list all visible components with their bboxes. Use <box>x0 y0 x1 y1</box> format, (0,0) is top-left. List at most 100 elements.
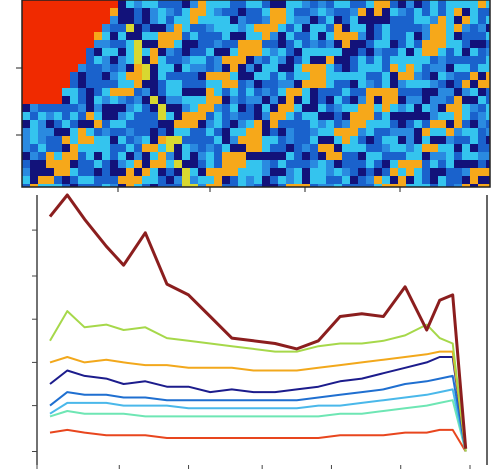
map-cell <box>54 8 62 16</box>
map-cell <box>230 120 238 128</box>
map-cell <box>342 40 350 48</box>
map-cell <box>278 160 286 168</box>
map-cell <box>174 0 182 8</box>
map-cell <box>86 16 94 24</box>
map-cell <box>318 24 326 32</box>
map-cell <box>438 64 446 72</box>
map-cell <box>214 16 222 24</box>
map-cell <box>222 40 230 48</box>
map-cell <box>134 88 142 96</box>
map-cell <box>286 120 294 128</box>
map-cell <box>86 112 94 120</box>
map-cell <box>270 64 278 72</box>
map-cell <box>350 24 358 32</box>
map-cell <box>414 104 422 112</box>
map-cell <box>70 32 78 40</box>
map-cell <box>446 144 454 152</box>
map-cell <box>118 24 126 32</box>
map-cell <box>350 144 358 152</box>
map-cell <box>366 128 374 136</box>
map-cell <box>262 144 270 152</box>
map-cell <box>262 88 270 96</box>
map-cell <box>78 112 86 120</box>
map-cell <box>78 0 86 8</box>
map-cell <box>374 24 382 32</box>
map-cell <box>270 0 278 8</box>
map-cell <box>374 72 382 80</box>
map-cell <box>126 144 134 152</box>
map-cell <box>22 72 30 80</box>
map-cell <box>350 96 358 104</box>
map-cell <box>342 56 350 64</box>
map-cell <box>174 104 182 112</box>
map-cell <box>126 56 134 64</box>
map-cell <box>334 168 342 176</box>
map-cell <box>38 88 46 96</box>
map-cell <box>326 16 334 24</box>
map-cell <box>206 64 214 72</box>
map-cell <box>94 8 102 16</box>
map-cell <box>158 64 166 72</box>
map-cell <box>158 176 166 184</box>
map-cell <box>342 160 350 168</box>
map-cell <box>22 168 30 176</box>
map-cell <box>286 96 294 104</box>
map-cell <box>190 168 198 176</box>
map-cell <box>30 24 38 32</box>
map-cell <box>54 160 62 168</box>
map-cell <box>22 0 30 8</box>
map-cell <box>30 168 38 176</box>
map-cell <box>78 144 86 152</box>
map-cell <box>446 128 454 136</box>
map-cell <box>462 120 470 128</box>
map-cell <box>478 128 486 136</box>
map-cell <box>342 64 350 72</box>
map-cell <box>398 112 406 120</box>
map-cell <box>70 136 78 144</box>
map-cell <box>318 120 326 128</box>
map-cell <box>110 128 118 136</box>
map-cell <box>446 120 454 128</box>
map-cell <box>462 136 470 144</box>
map-cell <box>462 160 470 168</box>
map-cell <box>54 24 62 32</box>
map-cell <box>382 96 390 104</box>
map-cell <box>158 80 166 88</box>
map-cell <box>222 96 230 104</box>
map-cell <box>230 80 238 88</box>
map-cell <box>430 16 438 24</box>
map-cell <box>382 56 390 64</box>
map-cell <box>366 48 374 56</box>
map-cell <box>438 96 446 104</box>
map-cell <box>166 80 174 88</box>
map-cell <box>38 0 46 8</box>
map-cell <box>406 128 414 136</box>
map-cell <box>110 48 118 56</box>
map-cell <box>150 176 158 184</box>
map-cell <box>334 16 342 24</box>
map-cell <box>446 24 454 32</box>
map-cell <box>110 112 118 120</box>
map-cell <box>278 152 286 160</box>
map-cell <box>182 176 190 184</box>
map-cell <box>342 136 350 144</box>
map-cell <box>110 152 118 160</box>
map-cell <box>54 96 62 104</box>
map-cell <box>134 112 142 120</box>
map-cell <box>478 96 486 104</box>
map-cell <box>222 160 230 168</box>
map-cell <box>158 88 166 96</box>
map-cell <box>430 160 438 168</box>
map-cell <box>294 24 302 32</box>
map-cell <box>70 8 78 16</box>
map-cell <box>302 136 310 144</box>
map-cell <box>246 128 254 136</box>
map-cell <box>390 136 398 144</box>
map-cell <box>86 32 94 40</box>
map-cell <box>350 128 358 136</box>
line-plot <box>32 195 470 469</box>
map-cell <box>318 144 326 152</box>
map-cell <box>326 136 334 144</box>
map-cell <box>54 40 62 48</box>
map-cell <box>366 8 374 16</box>
